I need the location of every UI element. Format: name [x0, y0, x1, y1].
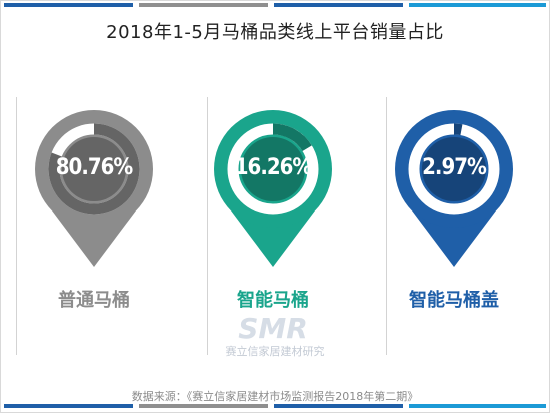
top-accent-bar	[274, 3, 403, 7]
donut-core	[422, 137, 486, 201]
pin-tail	[231, 211, 315, 267]
watermark-logo: SMR	[238, 312, 308, 345]
column-divider	[16, 97, 17, 355]
column-divider	[386, 97, 387, 355]
bottom-accent-bar	[139, 404, 268, 408]
category-label: 普通马桶	[58, 290, 130, 311]
bottom-accent-bar	[4, 404, 133, 408]
percent-label: 80.76%	[55, 155, 133, 180]
category-label: 智能马桶盖	[409, 290, 499, 311]
percent-label: 2.97%	[422, 155, 487, 180]
watermark-text: 赛立信家居建材研究	[225, 345, 325, 358]
data-source-note: 数据来源：《赛立信家居建材市场监测报告2018年第二期》	[131, 390, 419, 403]
donut-value-arc	[408, 123, 500, 215]
top-accent-bar	[139, 3, 268, 7]
donut-value-arc	[48, 123, 140, 215]
bottom-accent-bar	[409, 404, 546, 408]
top-accent-bar	[4, 3, 133, 7]
pin-marker-regular-toilet	[35, 110, 153, 267]
top-accent-bar	[409, 3, 546, 7]
pin-tail	[412, 211, 496, 267]
donut-core	[62, 137, 126, 201]
pin-marker-smart-seat	[395, 110, 513, 267]
donut-value-arc	[227, 123, 319, 215]
bottom-accent-bar	[274, 404, 403, 408]
percent-label: 16.26%	[234, 155, 312, 180]
donut-core	[241, 137, 305, 201]
category-label: 智能马桶	[237, 290, 309, 311]
pin-marker-smart-toilet	[214, 110, 332, 267]
pin-tail	[52, 211, 136, 267]
chart-title: 2018年1-5月马桶品类线上平台销量占比	[106, 22, 444, 43]
column-divider	[207, 97, 208, 355]
